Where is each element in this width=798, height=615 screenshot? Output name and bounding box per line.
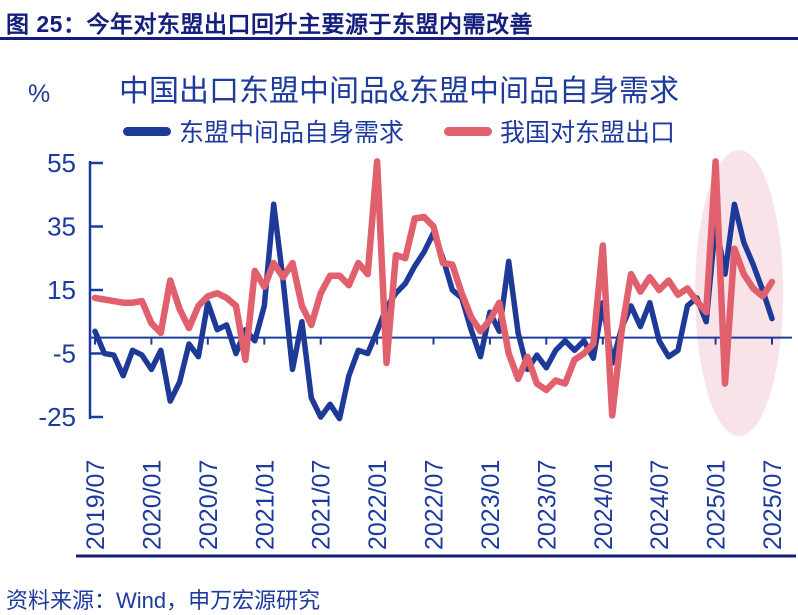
legend-label-asean-demand: 东盟中间品自身需求 [178, 119, 404, 147]
blue-line-swatch-icon [122, 126, 171, 136]
x-axis-label: 2020/07 [195, 460, 223, 550]
y-axis-label: 15 [47, 275, 76, 305]
x-axis-label: 2021/01 [251, 460, 279, 550]
y-axis-label: -25 [38, 402, 76, 432]
source-note: 资料来源：Wind，申万宏源研究 [6, 588, 321, 613]
legend-item-china-exports: 我国对东盟出口 [444, 113, 675, 149]
x-axis-label: 2023/07 [533, 460, 561, 550]
y-axis-label: 55 [47, 148, 76, 178]
y-axis-label: -5 [53, 339, 76, 369]
legend-label-china-exports: 我国对东盟出口 [500, 119, 676, 147]
x-axis-label: 2021/07 [308, 460, 336, 550]
x-axis-label: 2024/07 [646, 460, 674, 550]
series-line-china-exports [91, 158, 776, 419]
chart-title: 中国出口东盟中间品&东盟中间品自身需求 [118, 75, 679, 108]
legend-item-asean-demand: 东盟中间品自身需求 [122, 113, 404, 149]
x-axis-label: 2019/07 [82, 460, 110, 550]
x-axis-label: 2024/01 [590, 460, 618, 550]
y-axis-unit-label: % [28, 80, 51, 108]
figure-title: 图 25：今年对东盟出口回升主要源于东盟内需改善 [6, 11, 533, 37]
title-divider [0, 37, 798, 40]
x-axis-label: 2025/07 [759, 460, 787, 550]
x-axis-label: 2020/01 [138, 460, 166, 550]
x-axis-label: 2025/01 [703, 460, 731, 550]
x-axis-label: 2022/07 [421, 460, 449, 550]
red-line-swatch-icon [444, 126, 492, 136]
y-axis-label: 35 [47, 212, 76, 242]
x-axis-label: 2023/01 [477, 460, 505, 550]
chart-legend: 东盟中间品自身需求 我国对东盟出口 [0, 113, 798, 149]
x-axis-label: 2022/01 [364, 460, 392, 550]
